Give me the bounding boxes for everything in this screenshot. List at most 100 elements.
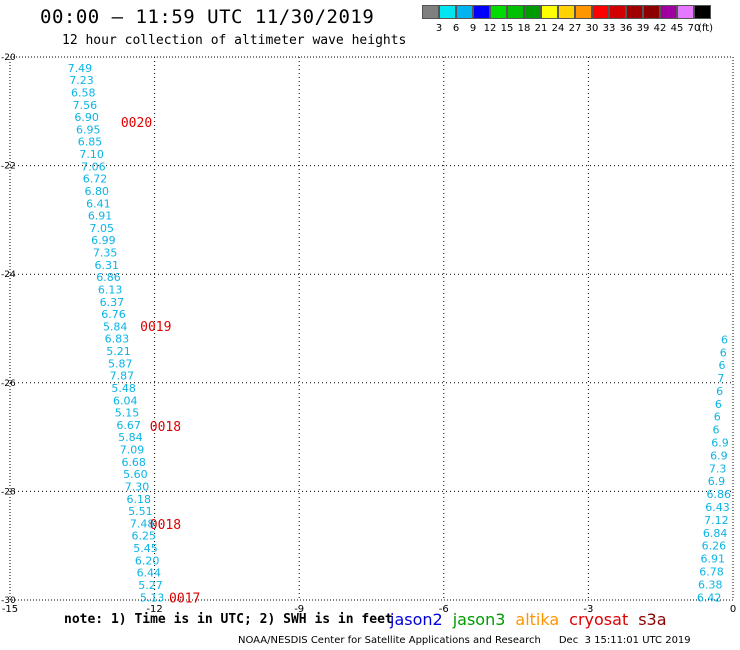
swh-value: 6.72 [83,173,108,186]
swh-value: 7 [717,372,724,385]
swh-value: 6 [716,385,723,398]
swh-value: 5.15 [115,407,140,420]
swh-value: 5.48 [111,382,136,395]
swh-value: 6.20 [135,554,160,567]
lon-tick-label: -15 [2,604,18,615]
swh-value: 6.86 [96,271,121,284]
lat-tick-label: -24 [1,270,16,280]
swh-value: 7.35 [93,247,118,260]
legend-label: 18 [517,23,531,34]
lat-tick-label: -22 [1,162,16,172]
legend-unit: (ft) [698,23,714,34]
swh-value: 6.91 [88,210,113,223]
swh-value: 6 [721,333,728,346]
legend-label: 9 [469,23,477,34]
swh-value: 6.58 [71,86,96,99]
swh-value: 6.86 [706,488,731,501]
swh-value: 6.95 [76,123,101,136]
swh-value: 6.99 [91,234,116,247]
swh-value: 5.21 [106,345,131,358]
satellite-name: jason2 [390,610,443,629]
map-title: 00:00 — 11:59 UTC 11/30/2019 [40,6,375,28]
swh-value: 7.3 [709,462,727,475]
swh-value: 6 [719,359,726,372]
legend-label: 24 [551,23,565,34]
swh-value: 5.51 [128,505,153,518]
legend-swatch [592,5,609,19]
lat-tick-label: -26 [1,379,16,389]
legend-swatch [643,5,660,19]
swh-value: 6.9 [710,449,728,462]
legend-swatch [541,5,558,19]
swh-value: 5.27 [138,579,163,592]
map-subtitle: 12 hour collection of altimeter wave hei… [62,33,407,48]
lon-tick-label: -6 [439,604,449,615]
longitude-labels: -15 -12 -9 -6 -3 0 [2,604,736,615]
swh-value: 6 [714,411,721,424]
swh-value: 6 [720,346,727,359]
footer-org: NOAA/NESDIS Center for Satellite Applica… [238,635,541,646]
legend-label: 12 [483,23,497,34]
swh-value: 7.87 [110,370,135,383]
legend-swatch [507,5,524,19]
swh-track-left: 7.497.236.587.566.906.956.857.107.066.72… [68,62,165,604]
latitude-labels: -20 -22 -24 -26 -28 -30 [1,53,16,606]
legend-swatch [473,5,490,19]
swh-value: 7.23 [69,74,94,87]
swh-value: 6.85 [78,136,103,149]
swh-value: 6.80 [84,185,109,198]
legend-label: 30 [585,23,599,34]
legend-swatch [490,5,507,19]
pass-time: 0019 [140,320,171,335]
pass-time: 0020 [121,116,152,131]
legend-label: 39 [636,23,650,34]
swh-value: 6.90 [74,111,99,124]
satellite-name: altika [515,610,560,629]
legend-swatch [456,5,473,19]
satellite-name: s3a [638,610,667,629]
swh-value: 7.30 [125,480,150,493]
swh-value: 6 [713,424,720,437]
swh-value: 7.12 [704,514,729,527]
legend-label: 36 [619,23,633,34]
swh-value: 6.38 [698,578,723,591]
satellite-name: cryosat [569,610,629,629]
swh-value: 6.44 [137,567,162,580]
swh-value: 5.84 [103,320,128,333]
swh-value: 6.25 [132,530,157,543]
swh-value: 5.13 [140,591,165,604]
legend-label: 33 [602,23,616,34]
swh-value: 7.56 [73,99,98,112]
lon-tick-label: 0 [730,604,736,615]
swh-value: 5.60 [123,468,148,481]
legend-swatch [609,5,626,19]
legend-swatch [524,5,541,19]
swh-value: 6.78 [699,565,724,578]
legend-swatch [439,5,456,19]
pass-time: 0018 [150,420,181,435]
swh-value: 6.13 [98,283,123,296]
legend-label: 27 [568,23,582,34]
swh-value: 6.84 [703,527,728,540]
legend-swatch [575,5,592,19]
swh-value: 6.42 [697,591,722,604]
swh-value: 5.87 [108,357,133,370]
swh-value: 6.41 [86,197,111,210]
pass-time-labels: 0020 0019 0018 0018 0017 [121,116,201,606]
swh-value: 6.31 [95,259,120,272]
satellite-name: jason3 [452,610,506,629]
legend-label: 3 [435,23,443,34]
swh-value: 6.18 [126,493,151,506]
swh-track-right: 666766666.96.97.36.96.866.437.126.846.26… [697,333,731,604]
swh-value: 5.84 [118,431,143,444]
grid-lines [10,57,733,600]
lon-tick-label: -9 [294,604,304,615]
legend-label: 15 [500,23,514,34]
legend-swatch [558,5,575,19]
legend-label: 70 [687,23,701,34]
swh-value: 6.26 [702,540,727,553]
swh-value: 6.9 [708,475,726,488]
legend-label: 21 [534,23,548,34]
lon-tick-label: -12 [146,604,162,615]
